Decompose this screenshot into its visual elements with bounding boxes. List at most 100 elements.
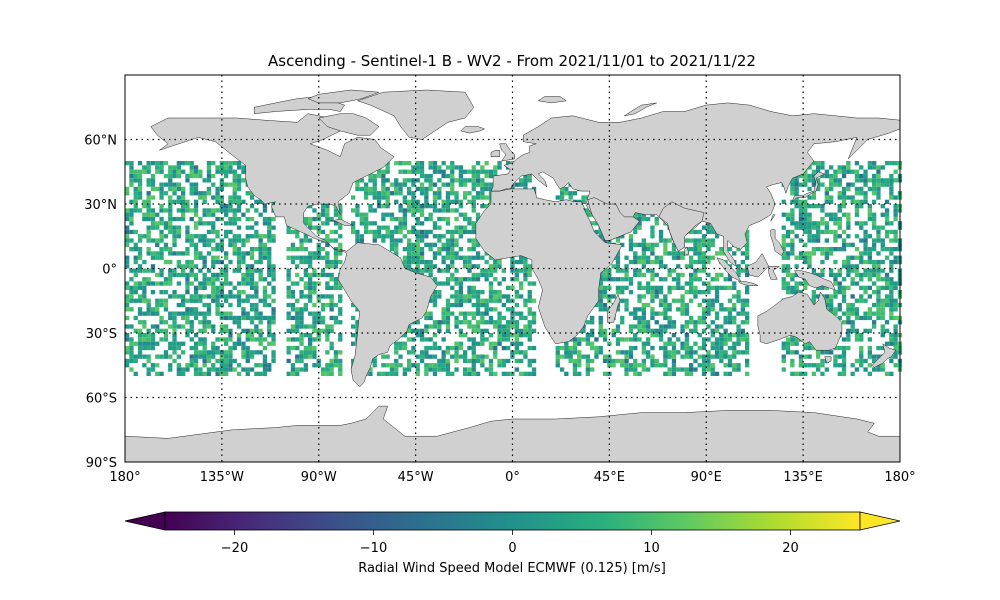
wind-cell bbox=[133, 358, 138, 364]
wind-cell bbox=[290, 281, 296, 286]
wind-cell bbox=[215, 195, 220, 200]
wind-cell bbox=[312, 315, 317, 321]
wind-cell bbox=[133, 341, 138, 346]
wind-cell bbox=[493, 264, 498, 269]
wind-cell bbox=[693, 320, 698, 325]
wind-cell bbox=[185, 285, 190, 290]
wind-cell bbox=[168, 169, 173, 174]
wind-cell bbox=[450, 345, 455, 351]
wind-cell bbox=[450, 354, 455, 359]
wind-cell bbox=[415, 216, 420, 222]
wind-cell bbox=[523, 371, 528, 376]
wind-cell bbox=[249, 191, 255, 196]
wind-cell bbox=[245, 208, 250, 213]
wind-cell bbox=[706, 367, 711, 372]
wind-cell bbox=[445, 242, 451, 247]
wind-cell bbox=[129, 354, 134, 359]
wind-cell bbox=[680, 307, 685, 312]
y-tick-label: 60°S bbox=[86, 392, 117, 407]
wind-cell bbox=[137, 169, 143, 174]
wind-cell bbox=[820, 229, 825, 235]
wind-cell bbox=[215, 259, 220, 265]
wind-cell bbox=[893, 337, 898, 342]
wind-cell bbox=[176, 173, 181, 179]
wind-cell bbox=[364, 186, 369, 192]
wind-cell bbox=[475, 371, 481, 376]
wind-cell bbox=[680, 294, 685, 299]
wind-cell bbox=[206, 268, 212, 273]
wind-cell bbox=[432, 277, 438, 282]
wind-cell bbox=[193, 191, 199, 196]
wind-cell bbox=[732, 341, 737, 346]
wind-cell bbox=[320, 307, 326, 312]
wind-cell bbox=[245, 367, 250, 372]
wind-cell bbox=[527, 298, 532, 303]
wind-cell bbox=[654, 242, 659, 247]
wind-cell bbox=[732, 294, 737, 299]
wind-cell bbox=[211, 212, 216, 217]
wind-cell bbox=[475, 277, 481, 282]
wind-cell bbox=[876, 311, 881, 316]
wind-cell bbox=[215, 229, 220, 235]
wind-cell bbox=[290, 302, 296, 308]
wind-cell bbox=[850, 294, 855, 299]
wind-cell bbox=[450, 169, 455, 174]
wind-cell bbox=[271, 272, 276, 278]
wind-cell bbox=[432, 354, 438, 359]
wind-cell bbox=[480, 311, 485, 316]
wind-cell bbox=[854, 212, 860, 217]
wind-cell bbox=[467, 311, 472, 316]
wind-cell bbox=[271, 290, 276, 295]
wind-cell bbox=[329, 294, 334, 299]
wind-cell bbox=[859, 298, 864, 303]
wind-cell bbox=[159, 238, 164, 243]
wind-cell bbox=[249, 320, 255, 325]
wind-cell bbox=[471, 277, 476, 282]
wind-cell bbox=[693, 294, 698, 299]
wind-cell bbox=[432, 182, 438, 187]
wind-cell bbox=[303, 294, 308, 299]
wind-cell bbox=[637, 371, 642, 376]
wind-cell bbox=[641, 341, 646, 346]
wind-cell bbox=[510, 333, 515, 338]
wind-cell bbox=[125, 259, 130, 265]
wind-cell bbox=[202, 363, 207, 368]
wind-cell bbox=[219, 281, 224, 286]
wind-cell bbox=[172, 311, 177, 316]
wind-cell bbox=[807, 178, 812, 183]
wind-cell bbox=[590, 333, 595, 338]
y-tick-labels: 60°N30°N0°30°S60°S90°S bbox=[84, 134, 117, 472]
wind-cell bbox=[228, 363, 233, 368]
wind-cell bbox=[872, 199, 877, 204]
wind-cell bbox=[236, 333, 242, 338]
wind-cell bbox=[863, 199, 868, 204]
wind-cell bbox=[872, 212, 877, 217]
wind-cell bbox=[381, 371, 386, 376]
wind-cell bbox=[841, 311, 847, 316]
wind-cell bbox=[646, 367, 651, 372]
wind-cell bbox=[325, 350, 330, 355]
wind-cell bbox=[523, 302, 528, 308]
wind-cell bbox=[224, 311, 229, 316]
wind-cell bbox=[150, 255, 156, 260]
wind-cell bbox=[316, 358, 321, 364]
wind-cell bbox=[185, 161, 190, 166]
wind-cell bbox=[185, 178, 190, 183]
wind-cell bbox=[846, 302, 851, 308]
wind-cell bbox=[245, 238, 250, 243]
land-sri-lanka bbox=[684, 246, 690, 257]
wind-cell bbox=[394, 178, 399, 183]
wind-cell bbox=[458, 169, 463, 174]
wind-cell bbox=[577, 358, 582, 364]
wind-cell bbox=[637, 315, 642, 321]
wind-cell bbox=[320, 315, 326, 321]
wind-cell bbox=[833, 272, 838, 278]
wind-cell bbox=[325, 363, 330, 368]
wind-cell bbox=[689, 328, 694, 333]
wind-cell bbox=[236, 186, 242, 192]
wind-cell bbox=[325, 302, 330, 308]
wind-cell bbox=[308, 294, 313, 299]
wind-cell bbox=[286, 311, 291, 316]
wind-cell bbox=[646, 290, 651, 295]
